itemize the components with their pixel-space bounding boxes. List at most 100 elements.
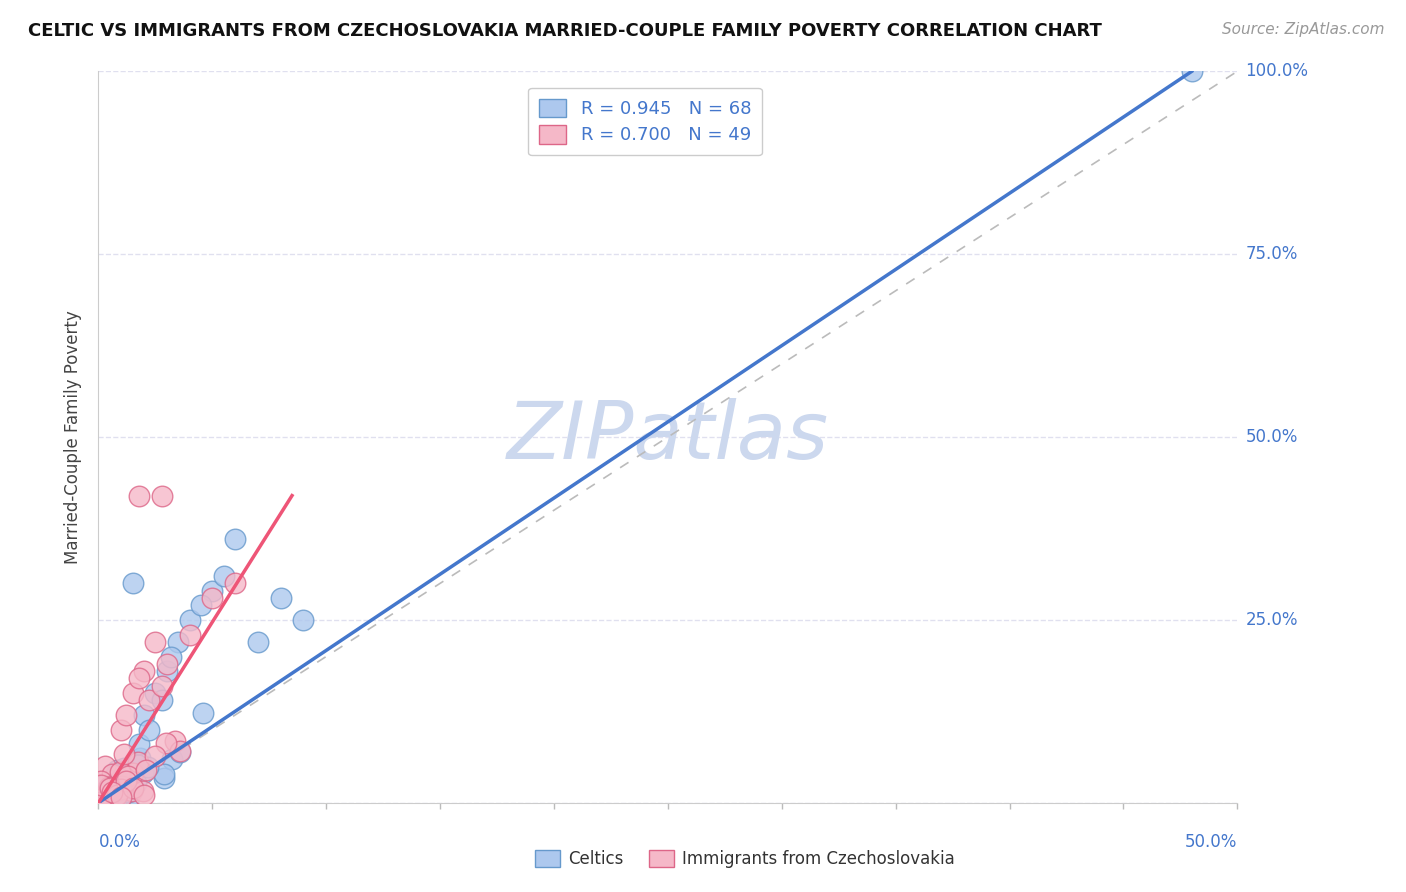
Point <box>90 787 112 801</box>
Point <box>110 782 132 797</box>
Point <box>201 583 224 598</box>
Point <box>138 723 160 737</box>
Point <box>128 672 150 686</box>
Point <box>121 784 143 798</box>
Point <box>112 747 135 762</box>
Point <box>121 576 143 591</box>
Text: 50.0%: 50.0% <box>1185 833 1237 851</box>
Point <box>132 765 155 780</box>
Point <box>100 782 122 797</box>
Point <box>179 613 201 627</box>
Point <box>121 781 143 796</box>
Point <box>108 764 131 779</box>
Point <box>107 795 129 809</box>
Point <box>128 751 150 765</box>
Point <box>179 627 201 641</box>
Point <box>90 795 112 809</box>
Point <box>90 792 112 806</box>
Point <box>121 686 143 700</box>
Point <box>143 748 166 763</box>
Point <box>104 769 127 783</box>
Point <box>128 737 150 751</box>
Point <box>150 489 173 503</box>
Point <box>107 792 129 806</box>
Point <box>96 783 118 797</box>
Point <box>100 795 122 809</box>
Point <box>212 569 235 583</box>
Point <box>132 664 155 678</box>
Point <box>114 773 136 788</box>
Point <box>127 758 149 772</box>
Point <box>117 790 139 805</box>
Point <box>90 774 112 789</box>
Point <box>135 764 157 778</box>
Point <box>105 767 128 781</box>
Point <box>108 793 131 807</box>
Point <box>93 795 115 809</box>
Legend: R = 0.945   N = 68, R = 0.700   N = 49: R = 0.945 N = 68, R = 0.700 N = 49 <box>529 87 762 155</box>
Point <box>103 791 125 805</box>
Legend: Celtics, Immigrants from Czechoslovakia: Celtics, Immigrants from Czechoslovakia <box>529 843 962 875</box>
Point <box>94 778 117 792</box>
Point <box>100 791 122 805</box>
Point <box>169 745 191 759</box>
Point <box>105 789 128 803</box>
Point <box>105 763 128 777</box>
Point <box>1181 64 1204 78</box>
Point <box>105 777 128 791</box>
Point <box>201 591 224 605</box>
Text: 25.0%: 25.0% <box>1246 611 1298 629</box>
Point <box>100 783 122 797</box>
Point <box>191 706 214 721</box>
Point <box>150 679 173 693</box>
Point <box>97 780 120 794</box>
Point <box>110 723 132 737</box>
Point <box>160 752 183 766</box>
Point <box>110 789 132 804</box>
Point <box>117 784 139 798</box>
Point <box>104 790 127 805</box>
Point <box>97 795 120 809</box>
Point <box>94 795 117 809</box>
Point <box>101 767 124 781</box>
Point <box>121 766 143 780</box>
Point <box>111 784 134 798</box>
Point <box>246 635 269 649</box>
Point <box>156 657 179 671</box>
Point <box>91 795 114 809</box>
Point <box>90 795 112 809</box>
Point <box>97 782 120 797</box>
Point <box>101 785 124 799</box>
Point <box>224 533 246 547</box>
Point <box>114 708 136 723</box>
Point <box>128 489 150 503</box>
Point <box>224 576 246 591</box>
Point <box>292 613 315 627</box>
Text: ZIPatlas: ZIPatlas <box>506 398 830 476</box>
Point <box>165 734 187 748</box>
Point <box>169 744 191 758</box>
Point <box>94 795 117 809</box>
Point <box>111 779 134 793</box>
Point <box>127 755 149 769</box>
Point <box>145 686 167 700</box>
Point <box>97 780 120 795</box>
Point <box>90 778 112 792</box>
Y-axis label: Married-Couple Family Poverty: Married-Couple Family Poverty <box>65 310 83 564</box>
Point <box>132 784 155 798</box>
Point <box>98 781 121 796</box>
Point <box>132 789 155 803</box>
Point <box>98 789 121 804</box>
Point <box>96 793 118 807</box>
Point <box>90 793 112 807</box>
Point <box>167 635 190 649</box>
Point <box>98 780 121 794</box>
Point <box>117 769 139 783</box>
Point <box>190 599 212 613</box>
Point <box>153 771 176 785</box>
Point <box>96 788 118 802</box>
Point <box>156 664 179 678</box>
Point <box>270 591 292 605</box>
Point <box>122 756 145 770</box>
Text: Source: ZipAtlas.com: Source: ZipAtlas.com <box>1222 22 1385 37</box>
